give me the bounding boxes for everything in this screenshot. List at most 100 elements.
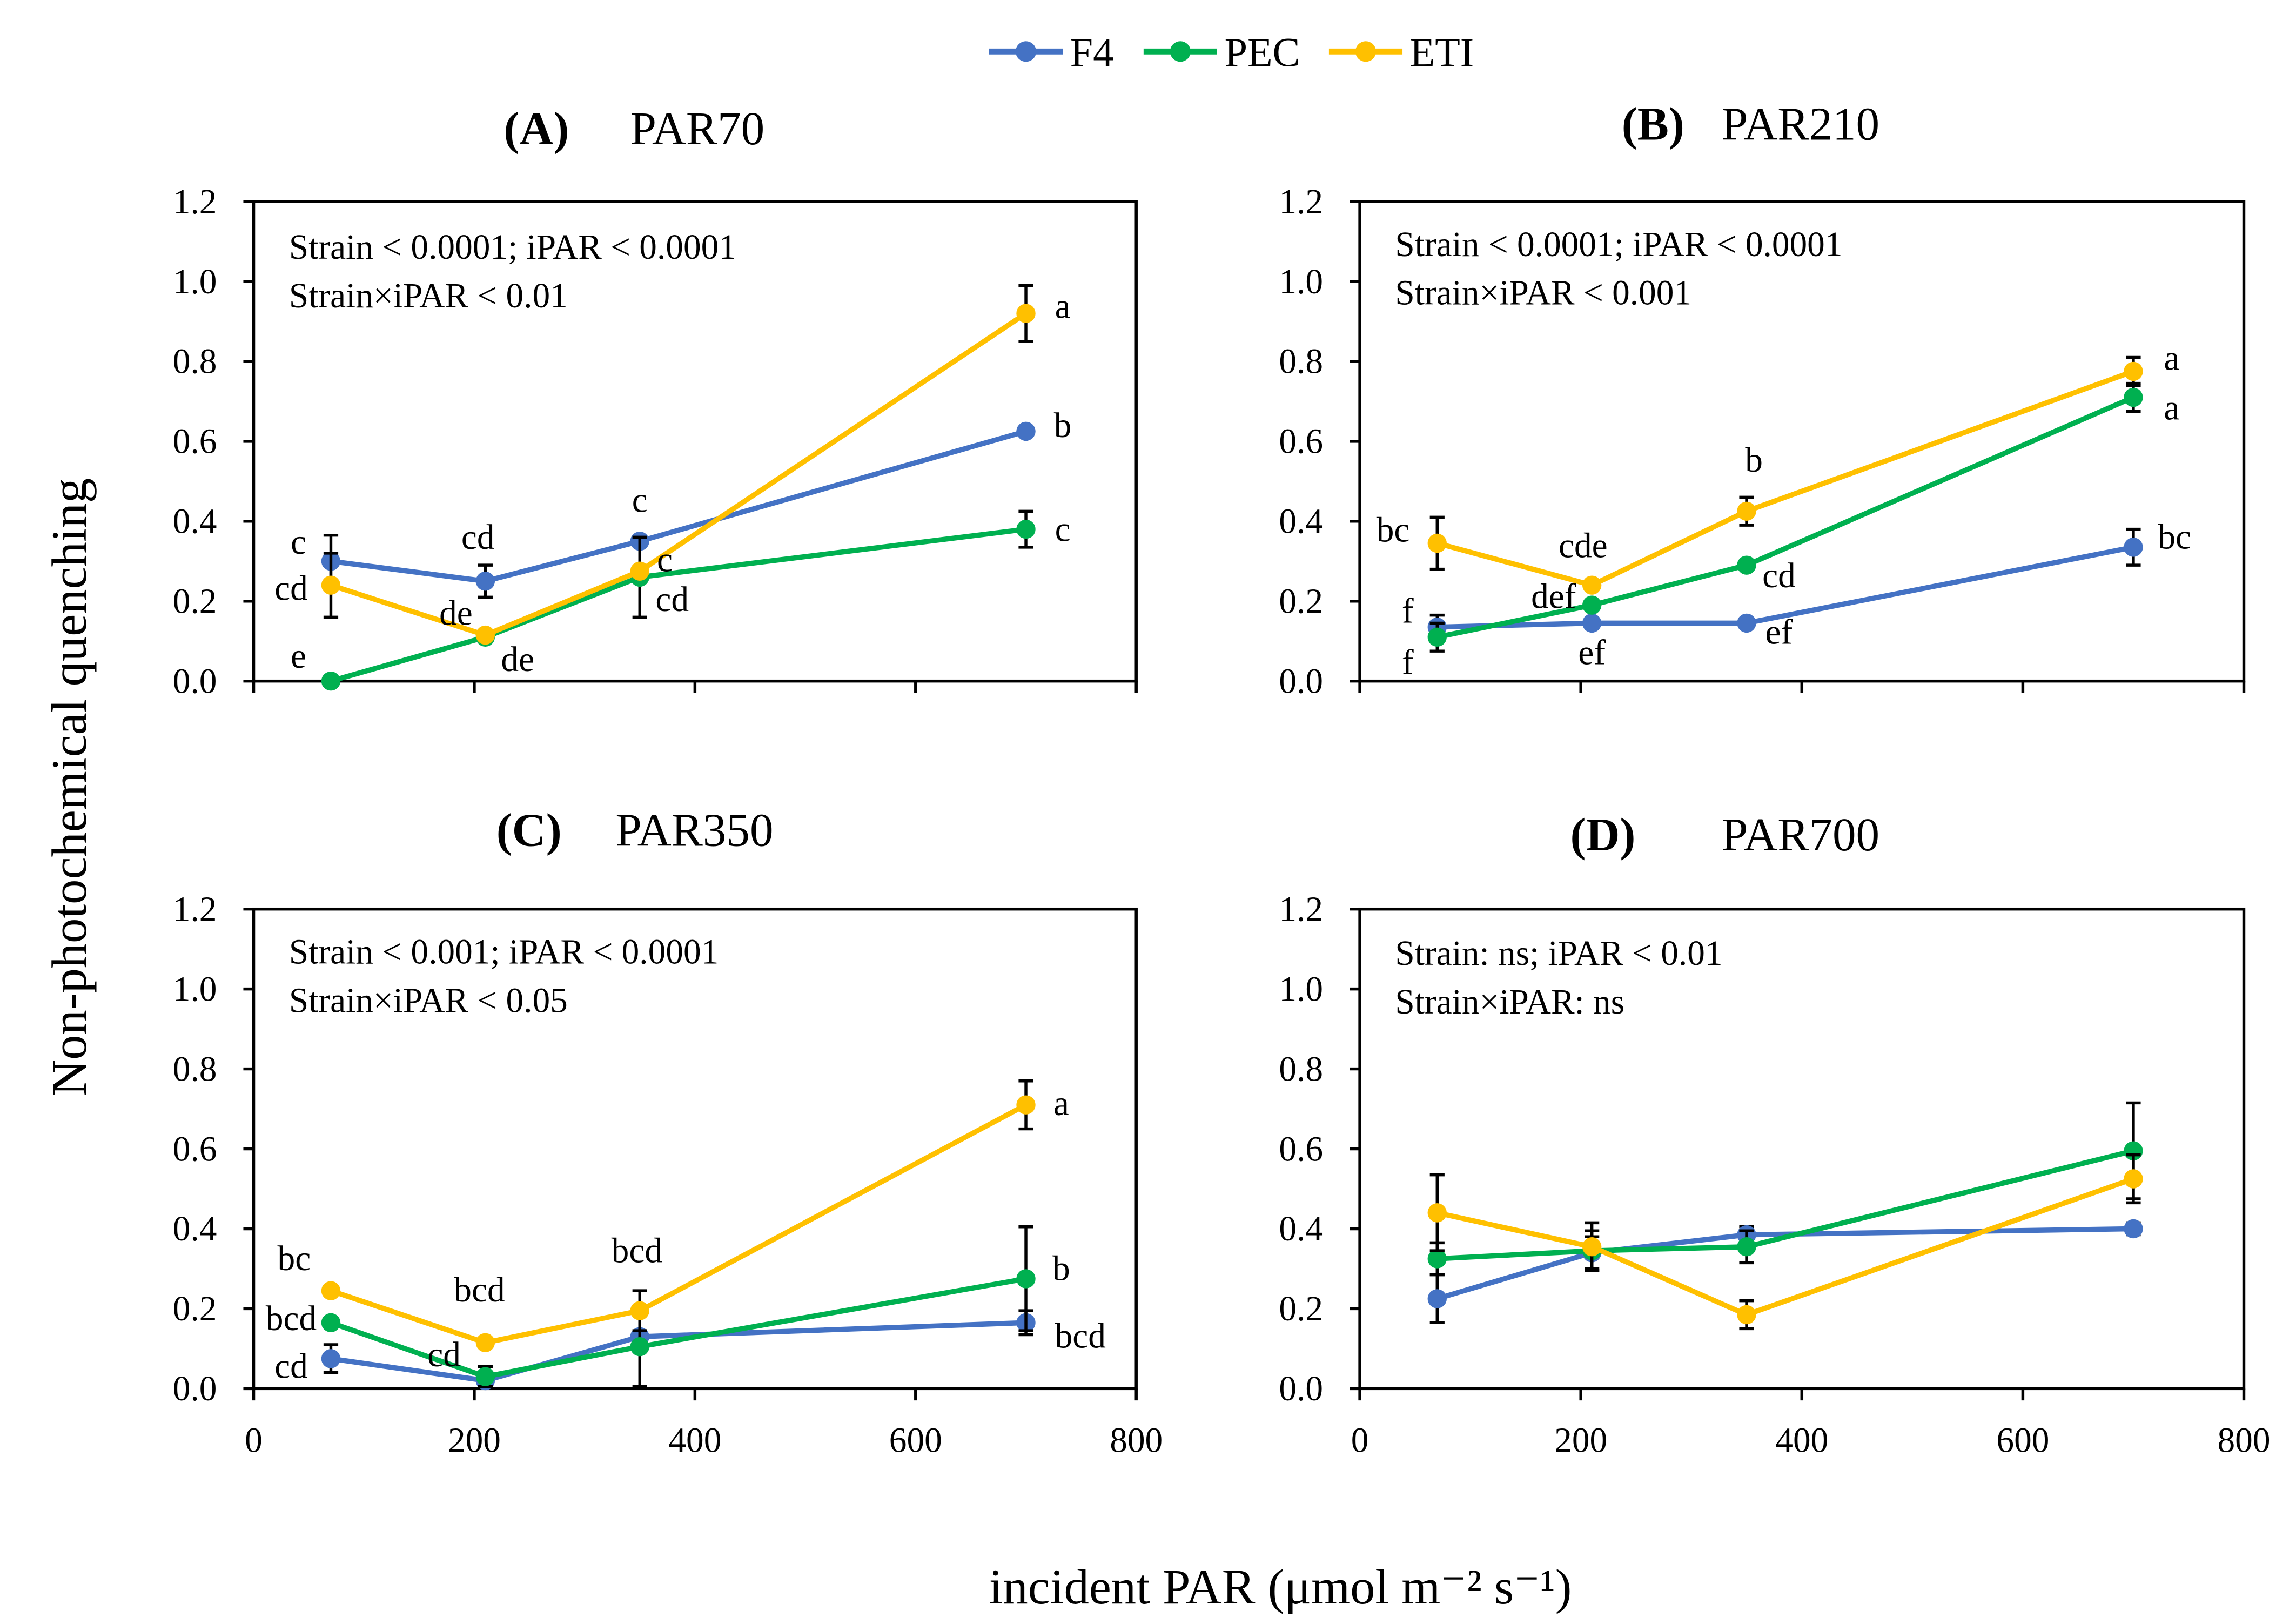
stats-annotation: Strain×iPAR: ns bbox=[1395, 983, 1624, 1022]
data-point bbox=[2124, 1169, 2143, 1189]
data-point bbox=[1016, 1269, 1036, 1289]
x-tick-label: 600 bbox=[1996, 1421, 2049, 1460]
data-point bbox=[1427, 627, 1447, 647]
panel-letter: (B) bbox=[1622, 98, 1684, 150]
data-point bbox=[1582, 1237, 1602, 1257]
series-line-F4 bbox=[1436, 1226, 2134, 1301]
stats-annotation: Strain < 0.001; iPAR < 0.0001 bbox=[289, 932, 719, 971]
x-tick-label: 200 bbox=[448, 1421, 501, 1460]
series-ETI bbox=[1427, 1153, 2143, 1331]
y-tick-label: 1.0 bbox=[173, 970, 217, 1009]
significance-letter: cd bbox=[461, 518, 495, 557]
y-tick-label: 0.2 bbox=[1279, 1290, 1323, 1328]
series-ETI: bc cde b a bbox=[1377, 339, 2179, 595]
significance-letter: bcd bbox=[266, 1299, 317, 1338]
x-tick-label: 400 bbox=[1775, 1421, 1828, 1460]
x-tick-label: 600 bbox=[889, 1421, 942, 1460]
data-point bbox=[321, 1281, 341, 1300]
legend-label-F4: F4 bbox=[1070, 30, 1114, 76]
data-point bbox=[1737, 1305, 1756, 1325]
significance-letter: a bbox=[2164, 388, 2179, 427]
stats-annotation: Strain×iPAR < 0.001 bbox=[1395, 274, 1691, 313]
data-point bbox=[1016, 519, 1036, 539]
significance-letter: bc bbox=[278, 1239, 311, 1278]
series-line-F4 bbox=[1437, 545, 2134, 630]
data-point bbox=[1737, 501, 1756, 521]
data-point bbox=[1737, 613, 1756, 633]
series-line-PEC bbox=[330, 526, 1026, 684]
significance-letter: bc bbox=[1377, 511, 1410, 550]
stats-annotation: Strain×iPAR < 0.01 bbox=[289, 277, 568, 316]
series-F4: f ef ef bc bbox=[1402, 518, 2191, 673]
data-point bbox=[1737, 1237, 1756, 1257]
data-point bbox=[1016, 421, 1036, 441]
series-PEC bbox=[1427, 1101, 2143, 1277]
panel-letter: (C) bbox=[496, 804, 562, 856]
significance-letter: b bbox=[1054, 406, 1072, 445]
y-tick-label: 1.0 bbox=[1279, 263, 1323, 301]
series-F4: cd bcd bbox=[274, 1309, 1106, 1391]
series-line-ETI bbox=[1436, 368, 2134, 588]
data-point bbox=[1427, 1289, 1447, 1308]
panel-a: (A) PAR70 0.0 0.2 0.4 0.6 0.8 1.0 1.2 Strain < 0.… bbox=[173, 102, 1138, 701]
y-tick-label: 0.2 bbox=[173, 1290, 217, 1328]
x-tick-label: 800 bbox=[2218, 1421, 2271, 1460]
significance-letter: bc bbox=[2158, 518, 2191, 557]
significance-letter: a bbox=[2164, 339, 2179, 378]
y-tick-label: 0.4 bbox=[173, 502, 217, 541]
legend-marker-F4 bbox=[1015, 41, 1037, 62]
y-tick-label: 0.8 bbox=[173, 1050, 217, 1089]
significance-letter: a bbox=[1055, 287, 1071, 326]
significance-letter: cde bbox=[1559, 526, 1608, 565]
significance-letter: de bbox=[501, 640, 534, 679]
data-point bbox=[475, 1333, 495, 1352]
significance-letter: a bbox=[1053, 1084, 1069, 1123]
series-F4: c cd c b bbox=[291, 406, 1072, 599]
data-point bbox=[2124, 1219, 2143, 1239]
y-tick-label: 1.0 bbox=[173, 263, 217, 301]
significance-letter: cd bbox=[274, 1347, 308, 1386]
data-point bbox=[1016, 304, 1036, 323]
data-point bbox=[1427, 1249, 1447, 1269]
significance-letter: cd bbox=[274, 569, 308, 608]
data-point bbox=[475, 572, 495, 591]
legend-marker-PEC bbox=[1170, 41, 1191, 62]
x-tick-label: 800 bbox=[1110, 1421, 1163, 1460]
significance-letter: b bbox=[1745, 441, 1763, 480]
significance-letter: bcd bbox=[612, 1231, 662, 1270]
y-tick-label: 0.6 bbox=[1279, 1130, 1323, 1169]
significance-letter: c bbox=[657, 540, 673, 579]
plot-frame bbox=[252, 200, 1138, 683]
data-point bbox=[321, 1349, 341, 1368]
data-point bbox=[1582, 595, 1602, 615]
data-point bbox=[1582, 613, 1602, 633]
significance-letter: c bbox=[1055, 510, 1071, 549]
data-point bbox=[1582, 575, 1602, 595]
y-tick-label: 0.4 bbox=[173, 1210, 217, 1249]
significance-letter: c bbox=[632, 481, 648, 520]
significance-letter: f bbox=[1402, 592, 1414, 631]
panel-title: PAR70 bbox=[630, 102, 765, 155]
stats-annotation: Strain: ns; iPAR < 0.01 bbox=[1395, 934, 1722, 973]
y-tick-label: 0.8 bbox=[1279, 343, 1323, 381]
significance-letter: bcd bbox=[454, 1271, 505, 1310]
series-line-PEC bbox=[1436, 395, 2134, 640]
significance-letter: def bbox=[1531, 578, 1576, 616]
series-PEC: bcd cd b bbox=[266, 1225, 1070, 1388]
panel-letter: (D) bbox=[1570, 808, 1635, 861]
stats-annotation: Strain×iPAR < 0.05 bbox=[289, 981, 568, 1020]
data-point bbox=[2124, 361, 2143, 381]
data-point bbox=[2124, 538, 2143, 557]
x-tick-label: 400 bbox=[668, 1421, 721, 1460]
data-point bbox=[630, 1337, 649, 1357]
data-point bbox=[475, 1367, 495, 1386]
panel-title: PAR700 bbox=[1722, 808, 1879, 861]
panel-d: (D) PAR700 0.0 0.2 0.4 0.6 0.8 1.0 1.2 0 200 400 600… bbox=[1279, 808, 2270, 1460]
y-tick-label: 0.6 bbox=[173, 1130, 217, 1169]
legend-label-PEC: PEC bbox=[1225, 30, 1300, 76]
y-tick-label: 0.0 bbox=[173, 662, 217, 701]
series-line-ETI bbox=[330, 1102, 1028, 1346]
y-tick-label: 1.2 bbox=[1279, 890, 1323, 929]
significance-letter: ef bbox=[1765, 613, 1793, 652]
